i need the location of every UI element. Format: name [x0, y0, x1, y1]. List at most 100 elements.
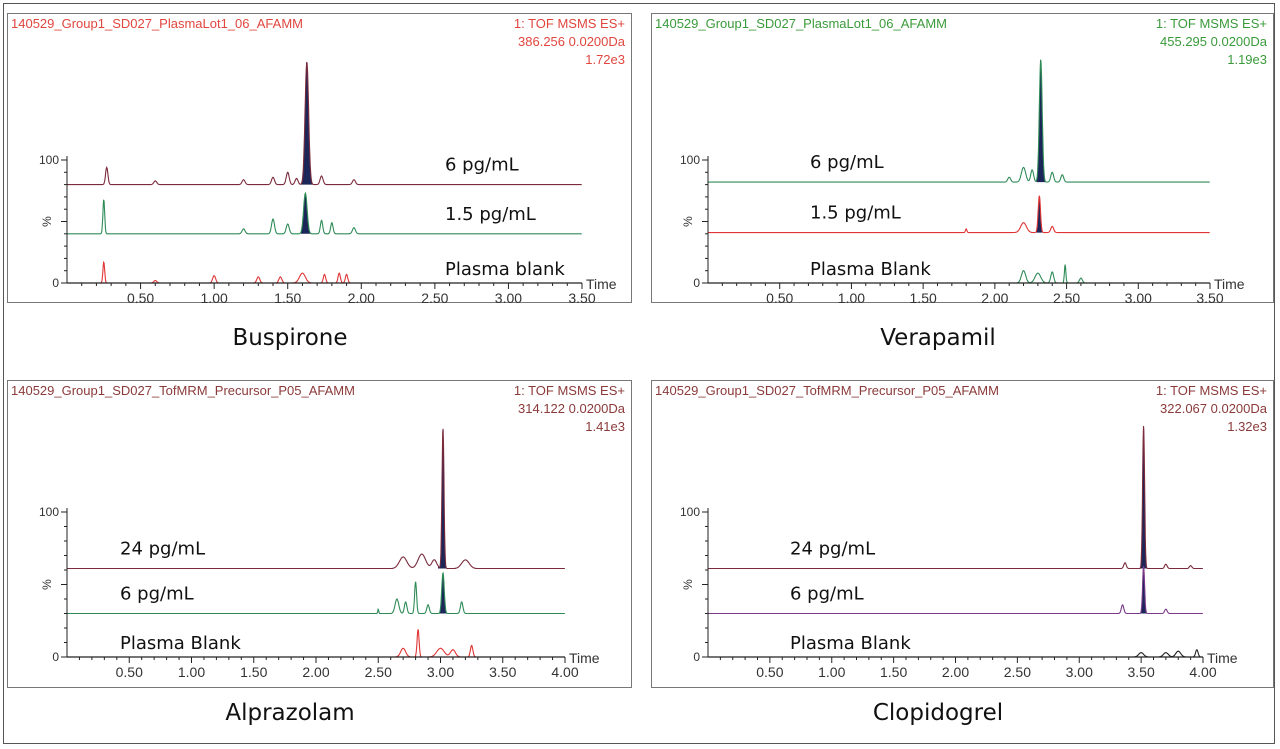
trace-label: 1.5 pg/mL [445, 204, 536, 225]
trace-label: 1.5 pg/mL [810, 203, 901, 224]
acquisition-info: 314.122 0.0200Da [518, 401, 626, 416]
x-tick-label: 1.50 [240, 664, 267, 680]
x-tick-label: 0.50 [766, 290, 793, 306]
acquisition-info: 1: TOF MSMS ES+ [514, 383, 625, 398]
x-axis-label: Time [1207, 650, 1238, 666]
x-tick-label: 1.00 [201, 290, 228, 306]
x-tick-label: 4.00 [551, 664, 578, 680]
x-tick-label: 3.50 [568, 290, 595, 306]
trace-1-5-pg-ml [67, 191, 582, 235]
x-tick-label: 3.00 [427, 664, 454, 680]
x-tick-label: 2.00 [981, 290, 1008, 306]
compound-name: Clopidogrel [872, 700, 1004, 726]
compound-name: Buspirone [232, 325, 348, 351]
x-tick-label: 0.50 [756, 664, 783, 680]
panel-border [7, 380, 632, 688]
trace-24-pg-ml [67, 428, 565, 570]
file-name: 140529_Group1_SD027_PlasmaLot1_06_AFAMM [655, 16, 947, 31]
file-name: 140529_Group1_SD027_TofMRM_Precursor_P05… [655, 383, 999, 398]
y-tick-label: 100 [39, 153, 59, 167]
x-tick-label: 1.50 [274, 290, 301, 306]
chromatogram-panel-alprazolam: 140529_Group1_SD027_TofMRM_Precursor_P05… [7, 380, 632, 688]
x-axis-label: Time [569, 650, 600, 666]
chromatogram-panel-buspirone: 140529_Group1_SD027_PlasmaLot1_06_AFAMM 1… [7, 13, 632, 306]
y-tick-label: 0 [52, 276, 59, 290]
panel-border [651, 13, 1274, 303]
x-tick-label: 2.00 [942, 664, 969, 680]
x-tick-label: 2.50 [421, 290, 448, 306]
integrated-peak-area [301, 193, 312, 234]
trace-label: Plasma Blank [810, 259, 931, 280]
x-tick-label: 0.50 [127, 290, 154, 306]
trace-label: 6 pg/mL [120, 584, 194, 605]
trace-label: 6 pg/mL [445, 155, 519, 176]
trace-label: Plasma Blank [790, 633, 911, 654]
trace-6-pg-ml [708, 59, 1210, 183]
y-tick-label: 100 [680, 505, 700, 519]
acquisition-info: 386.256 0.0200Da [518, 34, 626, 49]
y-axis-label: % [40, 216, 54, 227]
y-tick-label: 100 [39, 505, 59, 519]
x-axis-label: Time [1214, 276, 1245, 292]
x-tick-label: 2.50 [365, 664, 392, 680]
integrated-peak-area [438, 572, 448, 614]
y-tick-label: 0 [693, 650, 700, 664]
chromatogram-panel-verapamil: 140529_Group1_SD027_PlasmaLot1_06_AFAMM 1… [651, 13, 1274, 306]
y-axis-label: % [681, 579, 695, 590]
trace-24-pg-ml [708, 426, 1203, 570]
trace-1-5-pg-ml [708, 195, 1210, 234]
x-tick-label: 3.00 [1066, 664, 1093, 680]
acquisition-info: 1: TOF MSMS ES+ [514, 16, 625, 31]
acquisition-info: 1.19e3 [1227, 52, 1267, 67]
x-tick-label: 3.50 [1196, 290, 1223, 306]
trace-label: 6 pg/mL [810, 152, 884, 173]
integrated-peak-area [1139, 425, 1148, 569]
file-name: 140529_Group1_SD027_TofMRM_Precursor_P05… [11, 383, 355, 398]
y-axis-label: % [40, 579, 54, 590]
x-tick-label: 3.50 [489, 664, 516, 680]
x-tick-label: 3.50 [1128, 664, 1155, 680]
chromatogram-panel-clopidogrel: 140529_Group1_SD027_TofMRM_Precursor_P05… [651, 380, 1274, 688]
acquisition-info: 1: TOF MSMS ES+ [1156, 383, 1267, 398]
y-axis-label: % [681, 216, 695, 227]
integrated-peak-area [1139, 565, 1148, 614]
compound-name: Verapamil [880, 325, 996, 351]
trace-6-pg-ml [67, 61, 582, 186]
file-name: 140529_Group1_SD027_PlasmaLot1_06_AFAMM [11, 16, 303, 31]
y-tick-label: 0 [693, 276, 700, 290]
y-tick-label: 100 [680, 153, 700, 167]
x-tick-label: 3.00 [495, 290, 522, 306]
trace-6-pg-ml [708, 565, 1203, 615]
x-tick-label: 3.00 [1125, 290, 1152, 306]
x-tick-label: 2.50 [1053, 290, 1080, 306]
x-tick-label: 2.00 [348, 290, 375, 306]
figure-frame [3, 3, 1275, 744]
acquisition-info: 1.72e3 [585, 52, 625, 67]
acquisition-info: 322.067 0.0200Da [1160, 401, 1268, 416]
trace-6-pg-ml [67, 571, 565, 615]
trace-label: Plasma blank [445, 259, 565, 280]
acquisition-info: 1.41e3 [585, 419, 625, 434]
x-tick-label: 2.00 [302, 664, 329, 680]
x-tick-label: 0.50 [116, 664, 143, 680]
x-tick-label: 4.00 [1189, 664, 1216, 680]
x-tick-label: 2.50 [1004, 664, 1031, 680]
x-tick-label: 1.50 [880, 664, 907, 680]
panel-border [651, 380, 1274, 688]
trace-label: 6 pg/mL [790, 584, 864, 605]
acquisition-info: 1: TOF MSMS ES+ [1156, 16, 1267, 31]
x-axis-label: Time [586, 276, 617, 292]
x-tick-label: 1.00 [838, 290, 865, 306]
y-tick-label: 0 [52, 650, 59, 664]
trace-label: Plasma Blank [120, 633, 241, 654]
trace-label: 24 pg/mL [120, 539, 205, 560]
acquisition-info: 455.295 0.0200Da [1160, 34, 1268, 49]
x-tick-label: 1.00 [818, 664, 845, 680]
panel-border [7, 13, 632, 303]
trace-label: 24 pg/mL [790, 539, 875, 560]
compound-name: Alprazolam [225, 700, 355, 726]
acquisition-info: 1.32e3 [1227, 419, 1267, 434]
x-tick-label: 1.50 [910, 290, 937, 306]
x-tick-label: 1.00 [178, 664, 205, 680]
